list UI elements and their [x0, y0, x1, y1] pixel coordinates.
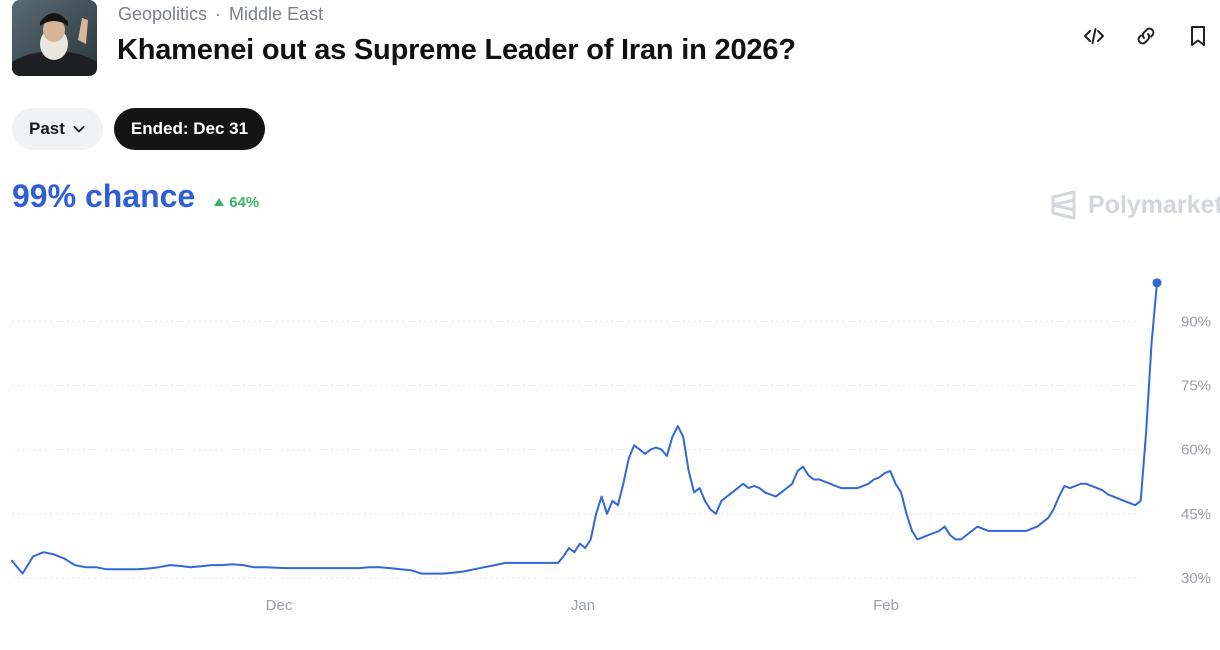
embed-button[interactable] — [1080, 22, 1108, 50]
polymarket-logo-icon — [1051, 190, 1076, 220]
breadcrumb-geopolitics[interactable]: Geopolitics — [118, 4, 208, 24]
link-icon — [1137, 27, 1155, 45]
y-tick-label: 75% — [1181, 377, 1211, 394]
x-tick-label: Feb — [873, 597, 899, 614]
header-actions — [1080, 22, 1212, 50]
y-axis-ticks: 30% 45% 60% 75% 90% — [1181, 313, 1211, 587]
breadcrumb: Geopolitics · Middle East — [118, 4, 323, 25]
probability-chart[interactable]: 30% 45% 60% 75% 90% Dec Jan Feb — [0, 240, 1220, 620]
breadcrumb-middle-east[interactable]: Middle East — [229, 4, 324, 24]
x-tick-label: Jan — [571, 597, 595, 614]
y-tick-label: 30% — [1181, 570, 1211, 587]
bookmark-button[interactable] — [1184, 22, 1212, 50]
y-tick-label: 60% — [1181, 442, 1211, 459]
brand-watermark: Polymarket — [1050, 190, 1220, 220]
chevron-down-icon — [73, 126, 85, 133]
breadcrumb-separator: · — [215, 4, 222, 24]
chance-change-value: 64% — [229, 193, 260, 211]
ended-date-button[interactable]: Ended: Dec 31 — [113, 108, 266, 150]
bookmark-icon — [1191, 26, 1205, 46]
brand-name: Polymarket — [1088, 190, 1220, 219]
chance-value: 99% chance — [12, 178, 196, 214]
copy-link-button[interactable] — [1132, 22, 1160, 50]
chart-grid — [12, 320, 1140, 579]
y-tick-label: 90% — [1181, 313, 1211, 330]
series-end-point[interactable] — [1152, 278, 1162, 288]
filter-bar: Past Ended: Dec 31 — [12, 108, 266, 150]
market-avatar — [12, 0, 97, 76]
embed-code-icon — [1084, 28, 1104, 44]
time-range-label: Past — [29, 119, 65, 138]
page-title: Khamenei out as Supreme Leader of Iran i… — [117, 34, 796, 66]
triangle-up-icon — [214, 198, 225, 206]
time-range-dropdown[interactable]: Past — [12, 108, 103, 150]
x-tick-label: Dec — [266, 597, 293, 614]
chance-change: 64% — [213, 194, 259, 211]
series-line — [11, 281, 1158, 575]
y-tick-label: 45% — [1181, 506, 1211, 523]
portrait-image — [12, 0, 97, 76]
chance-summary: 99% chance 64% — [12, 178, 259, 215]
x-axis-ticks: Dec Jan Feb — [266, 597, 899, 614]
